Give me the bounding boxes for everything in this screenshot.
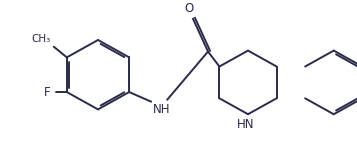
Text: NH: NH [153, 103, 171, 116]
Text: F: F [44, 86, 51, 98]
Text: O: O [184, 2, 193, 15]
Text: CH₃: CH₃ [31, 34, 51, 44]
Text: HN: HN [237, 118, 255, 131]
